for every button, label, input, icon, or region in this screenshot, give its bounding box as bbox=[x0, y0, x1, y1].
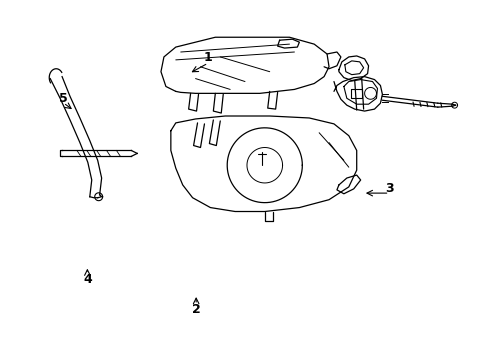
Text: 5: 5 bbox=[59, 92, 67, 105]
Text: 4: 4 bbox=[83, 273, 92, 286]
Text: 1: 1 bbox=[203, 51, 212, 64]
Text: 3: 3 bbox=[385, 183, 393, 195]
Text: 2: 2 bbox=[191, 303, 200, 316]
